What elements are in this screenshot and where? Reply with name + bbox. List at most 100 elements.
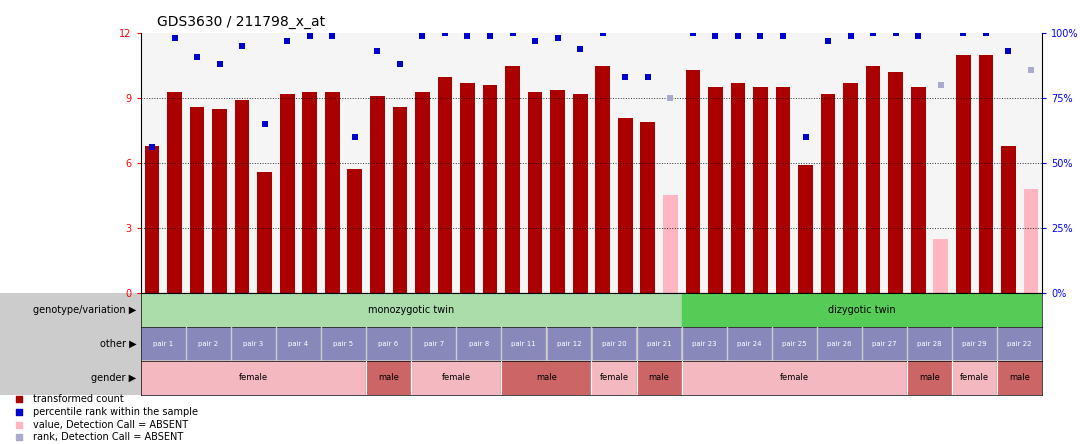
Bar — [889, 72, 903, 293]
Text: pair 2: pair 2 — [199, 341, 218, 347]
Text: pair 6: pair 6 — [378, 341, 399, 347]
Bar — [728, 329, 771, 359]
Text: GDS3630 / 211798_x_at: GDS3630 / 211798_x_at — [157, 15, 325, 29]
Point — [955, 30, 972, 37]
Point — [887, 30, 904, 37]
Bar — [908, 329, 950, 359]
Point — [864, 30, 881, 37]
Bar — [367, 329, 410, 359]
Point — [10, 421, 27, 428]
Text: value, Detection Call = ABSENT: value, Detection Call = ABSENT — [33, 420, 189, 430]
Point — [436, 30, 454, 37]
Bar — [232, 329, 274, 359]
Bar — [551, 90, 565, 293]
Point — [279, 38, 296, 45]
Bar — [302, 91, 318, 293]
Text: rank, Detection Call = ABSENT: rank, Detection Call = ABSENT — [33, 432, 184, 442]
Text: pair 24: pair 24 — [737, 341, 761, 347]
Bar — [863, 329, 906, 359]
Bar — [910, 87, 926, 293]
Bar — [954, 329, 996, 359]
Text: pair 25: pair 25 — [782, 341, 807, 347]
Bar — [773, 329, 815, 359]
Point — [820, 38, 837, 45]
Point — [774, 32, 792, 40]
Text: male: male — [1009, 373, 1030, 382]
Point — [571, 45, 589, 52]
Point — [932, 82, 949, 89]
Point — [368, 48, 386, 55]
Point — [729, 32, 746, 40]
Bar — [257, 172, 272, 293]
Text: pair 27: pair 27 — [873, 341, 896, 347]
Text: dizygotic twin: dizygotic twin — [828, 305, 895, 315]
Point — [797, 134, 814, 141]
Text: pair 3: pair 3 — [243, 341, 264, 347]
Bar — [953, 361, 997, 395]
Point — [909, 32, 927, 40]
Text: female: female — [960, 373, 989, 382]
Bar — [636, 361, 681, 395]
Point — [1023, 66, 1040, 73]
Point — [301, 32, 319, 40]
Bar — [234, 100, 249, 293]
Bar — [437, 76, 453, 293]
Point — [459, 32, 476, 40]
Text: female: female — [599, 373, 629, 382]
Bar — [708, 87, 723, 293]
Bar — [190, 107, 204, 293]
Text: percentile rank within the sample: percentile rank within the sample — [33, 407, 199, 417]
Bar — [483, 85, 498, 293]
Bar — [997, 361, 1042, 395]
Point — [256, 121, 273, 128]
Bar — [798, 165, 813, 293]
Bar — [907, 361, 953, 395]
Text: pair 4: pair 4 — [288, 341, 309, 347]
Text: transformed count: transformed count — [33, 394, 124, 404]
Bar — [595, 66, 610, 293]
Text: pair 26: pair 26 — [827, 341, 852, 347]
Text: male: male — [378, 373, 399, 382]
Bar — [593, 329, 635, 359]
Bar — [280, 94, 295, 293]
Bar — [843, 83, 858, 293]
Point — [842, 32, 860, 40]
Bar — [730, 83, 745, 293]
Bar — [366, 361, 411, 395]
Point — [211, 61, 228, 68]
Bar — [637, 329, 680, 359]
Point — [617, 74, 634, 81]
Text: pair 29: pair 29 — [962, 341, 987, 347]
Text: genotype/variation ▶: genotype/variation ▶ — [33, 305, 136, 315]
Point — [482, 32, 499, 40]
Bar — [415, 91, 430, 293]
Point — [347, 134, 364, 141]
Point — [752, 32, 769, 40]
Bar — [681, 293, 1042, 327]
Bar — [187, 329, 230, 359]
Bar — [145, 146, 159, 293]
Point — [414, 32, 431, 40]
Bar — [686, 70, 700, 293]
Text: pair 20: pair 20 — [602, 341, 626, 347]
Bar — [278, 329, 320, 359]
Point — [1000, 48, 1017, 55]
Bar — [528, 91, 542, 293]
Point — [144, 144, 161, 151]
Text: gender ▶: gender ▶ — [92, 373, 136, 383]
Text: pair 7: pair 7 — [423, 341, 444, 347]
Point — [526, 38, 543, 45]
Text: pair 12: pair 12 — [556, 341, 581, 347]
Bar — [501, 361, 592, 395]
Bar — [818, 329, 861, 359]
Text: male: male — [919, 373, 940, 382]
Text: female: female — [780, 373, 809, 382]
Text: pair 5: pair 5 — [334, 341, 353, 347]
Bar — [753, 87, 768, 293]
Bar — [592, 361, 636, 395]
Bar — [933, 239, 948, 293]
Bar — [866, 66, 880, 293]
Bar — [618, 118, 633, 293]
Point — [188, 53, 205, 60]
Text: pair 21: pair 21 — [647, 341, 672, 347]
